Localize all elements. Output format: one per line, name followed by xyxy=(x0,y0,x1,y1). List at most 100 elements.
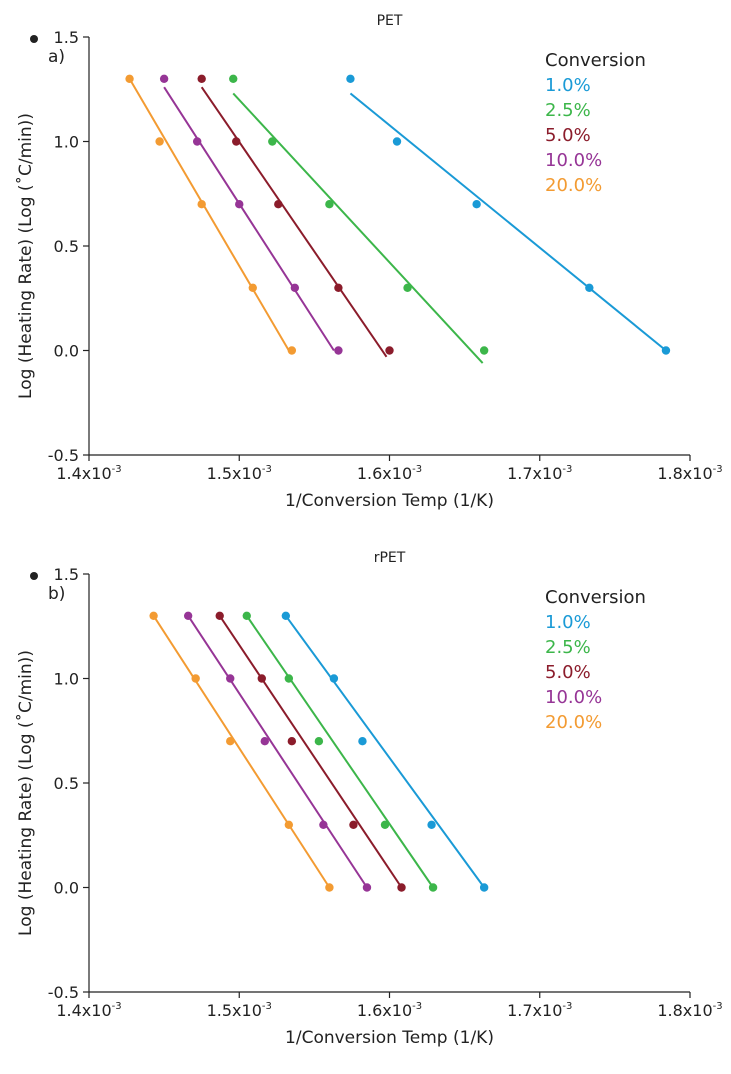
y-tick-label: 0.0 xyxy=(54,342,79,361)
fit-line-10-pct xyxy=(349,92,667,352)
fit-line-100-pct xyxy=(187,615,368,889)
data-point xyxy=(403,283,412,292)
data-point xyxy=(281,611,291,620)
x-axis-label: 1/Conversion Temp (1/K) xyxy=(285,1028,494,1048)
x-tick-label: 1.4x10-3 xyxy=(56,464,121,483)
data-point xyxy=(661,346,671,355)
fit-line-200-pct xyxy=(128,78,290,352)
data-point xyxy=(226,737,235,746)
y-tick-label: 1.5 xyxy=(54,28,79,47)
x-tick-label: 1.6x10-3 xyxy=(357,1001,422,1020)
data-point xyxy=(362,883,372,892)
legend-entry: 20.0% xyxy=(545,712,602,733)
data-point xyxy=(191,674,200,683)
data-point xyxy=(319,820,328,829)
data-point xyxy=(192,137,202,146)
fit-line-100-pct xyxy=(163,86,335,352)
panel-bullet-icon xyxy=(30,572,38,580)
data-point xyxy=(472,200,481,209)
chart-panel-a: PET a) -0.5 0.0 0.5 1.0 1.5 1.4x10-3 1.5x10-3 1.6… xyxy=(15,13,723,511)
legend-entry: 2.5% xyxy=(545,637,591,658)
y-axis-label: Log (Heating Rate) (Log (˚C/min)) xyxy=(15,113,36,399)
data-point xyxy=(349,820,358,829)
data-point xyxy=(125,74,134,84)
x-tick-label: 1.7x10-3 xyxy=(507,464,572,483)
data-point xyxy=(585,283,594,292)
y-tick-label: -0.5 xyxy=(48,446,79,465)
data-point xyxy=(149,611,158,620)
x-tick-label: 1.6x10-3 xyxy=(357,464,422,483)
fit-line-50-pct xyxy=(218,615,403,889)
legend-entry: 2.5% xyxy=(545,100,591,121)
data-point xyxy=(287,346,297,355)
y-axis-label: Log (Heating Rate) (Log (˚C/min)) xyxy=(15,650,36,936)
panel-label: b) xyxy=(48,584,65,604)
data-point xyxy=(235,200,244,209)
x-tick-label: 1.5x10-3 xyxy=(207,1001,272,1020)
legend-entry: 5.0% xyxy=(545,662,591,683)
chart-title: PET xyxy=(377,13,403,29)
data-point xyxy=(358,737,367,746)
data-point xyxy=(346,74,355,84)
data-point xyxy=(155,137,164,146)
data-point xyxy=(268,137,277,146)
y-tick-label: -0.5 xyxy=(48,983,79,1002)
fit-line-10-pct xyxy=(285,615,485,889)
x-tick-label: 1.5x10-3 xyxy=(207,464,272,483)
data-point xyxy=(248,283,257,292)
data-point xyxy=(287,737,297,746)
data-point xyxy=(325,200,334,209)
chart-panel-b: rPET b) -0.5 0.0 0.5 1.0 1.5 1.4x10-3 1.5x10-3 1.… xyxy=(15,550,723,1048)
data-point xyxy=(334,283,343,292)
fit-line-50-pct xyxy=(200,86,388,358)
data-point xyxy=(392,137,402,146)
data-point xyxy=(197,200,206,209)
data-point xyxy=(257,674,266,683)
data-point xyxy=(325,883,334,892)
data-point xyxy=(479,883,489,892)
data-point xyxy=(226,674,235,683)
panel-label: a) xyxy=(48,47,65,67)
legend-title: Conversion xyxy=(545,50,646,71)
data-point xyxy=(183,611,193,620)
data-point xyxy=(314,737,324,746)
data-point xyxy=(479,346,489,355)
data-point xyxy=(397,883,406,892)
data-point xyxy=(427,820,436,829)
chart-title: rPET xyxy=(374,550,406,566)
panel-bullet-icon xyxy=(30,35,38,43)
data-point xyxy=(232,137,241,146)
data-point xyxy=(329,674,339,683)
x-axis-label: 1/Conversion Temp (1/K) xyxy=(285,491,494,511)
y-tick-label: 1.0 xyxy=(54,133,79,152)
legend-entry: 20.0% xyxy=(545,175,602,196)
data-point xyxy=(242,611,251,620)
fit-line-25-pct xyxy=(245,615,434,889)
x-tick-label: 1.4x10-3 xyxy=(56,1001,121,1020)
data-point xyxy=(428,883,438,892)
y-tick-label: 0.5 xyxy=(54,237,79,256)
y-tick-label: 1.5 xyxy=(54,565,79,584)
data-point xyxy=(197,74,206,84)
y-tick-label: 0.5 xyxy=(54,774,79,793)
data-point xyxy=(284,674,294,683)
legend-entry: 10.0% xyxy=(545,150,602,171)
data-point xyxy=(334,346,343,355)
y-tick-label: 0.0 xyxy=(54,879,79,898)
legend-entry: 1.0% xyxy=(545,75,591,96)
data-point xyxy=(290,283,300,292)
data-point xyxy=(284,820,294,829)
data-point xyxy=(274,200,283,209)
legend-title: Conversion xyxy=(545,587,646,608)
data-point xyxy=(260,737,269,746)
data-point xyxy=(159,74,169,84)
x-tick-label: 1.7x10-3 xyxy=(507,1001,572,1020)
legend-entry: 5.0% xyxy=(545,125,591,146)
data-point xyxy=(229,74,238,84)
x-tick-label: 1.8x10-3 xyxy=(657,464,722,483)
data-point xyxy=(380,820,390,829)
legend-entry: 1.0% xyxy=(545,612,591,633)
legend-entry: 10.0% xyxy=(545,687,602,708)
fit-line-200-pct xyxy=(152,615,331,889)
